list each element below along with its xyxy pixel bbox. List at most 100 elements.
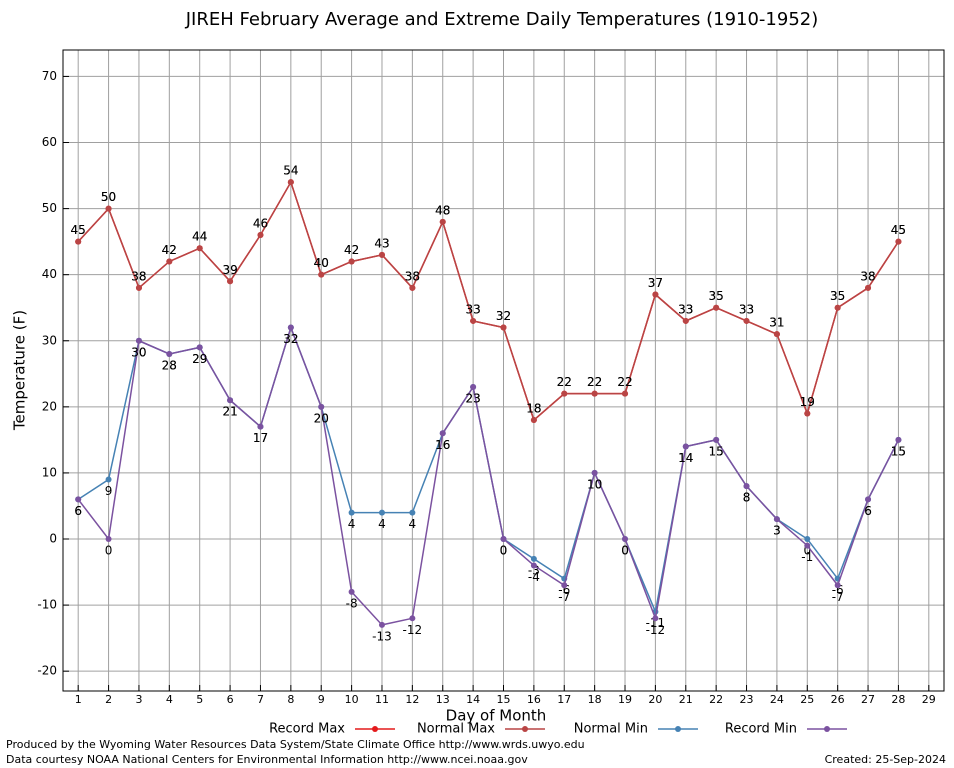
legend-label: Record Max bbox=[269, 722, 345, 737]
legend-marker bbox=[522, 726, 528, 732]
value-label: 44 bbox=[192, 230, 207, 244]
legend-label: Normal Min bbox=[574, 722, 648, 737]
point bbox=[622, 390, 629, 397]
value-label: -8 bbox=[346, 596, 358, 610]
value-label: 9 bbox=[105, 484, 113, 498]
value-label: 29 bbox=[192, 352, 207, 366]
value-label: 18 bbox=[526, 402, 541, 416]
point bbox=[470, 317, 477, 324]
value-label: 20 bbox=[314, 411, 329, 425]
value-label: -13 bbox=[372, 629, 392, 643]
value-label: 23 bbox=[465, 392, 480, 406]
chart-title: JIREH February Average and Extreme Daily… bbox=[185, 9, 819, 30]
value-label: 22 bbox=[587, 375, 602, 389]
point bbox=[561, 582, 568, 589]
x-tick-label: 20 bbox=[648, 693, 662, 706]
point bbox=[804, 410, 811, 417]
point bbox=[682, 443, 689, 450]
y-tick-label: 50 bbox=[42, 201, 57, 215]
value-label: 8 bbox=[743, 491, 751, 505]
value-label: 0 bbox=[105, 544, 113, 558]
x-tick-label: 24 bbox=[770, 693, 784, 706]
value-label: 37 bbox=[648, 276, 663, 290]
x-tick-label: 12 bbox=[405, 693, 419, 706]
point bbox=[682, 317, 689, 324]
value-label: 33 bbox=[465, 302, 480, 316]
point bbox=[530, 562, 537, 569]
value-label: -11 bbox=[646, 616, 666, 630]
value-label: 22 bbox=[557, 375, 572, 389]
value-label: 45 bbox=[71, 223, 86, 237]
value-label: 6 bbox=[74, 504, 82, 518]
value-label: -12 bbox=[403, 623, 423, 637]
value-label: 48 bbox=[435, 203, 450, 217]
value-label: 54 bbox=[283, 164, 298, 178]
value-label: 8 bbox=[743, 491, 751, 505]
value-label: 0 bbox=[803, 544, 811, 558]
value-label: 37 bbox=[648, 276, 663, 290]
value-label: -7 bbox=[832, 590, 844, 604]
x-tick-label: 19 bbox=[618, 693, 632, 706]
point bbox=[348, 588, 355, 595]
point bbox=[865, 496, 872, 503]
value-label: 32 bbox=[496, 309, 511, 323]
point bbox=[591, 469, 598, 476]
value-label: -6 bbox=[558, 583, 570, 597]
y-tick-label: 60 bbox=[42, 135, 57, 149]
x-tick-label: 18 bbox=[588, 693, 602, 706]
value-label: -6 bbox=[832, 583, 844, 597]
point bbox=[834, 304, 841, 311]
legend-marker bbox=[675, 726, 681, 732]
point bbox=[378, 509, 385, 516]
value-label: 33 bbox=[678, 302, 693, 316]
y-tick-label: 10 bbox=[42, 465, 57, 479]
value-label: 23 bbox=[465, 392, 480, 406]
value-label: -7 bbox=[558, 590, 570, 604]
x-tick-label: 2 bbox=[105, 693, 112, 706]
value-label: 54 bbox=[283, 164, 298, 178]
x-tick-label: 27 bbox=[861, 693, 875, 706]
x-axis-label: Day of Month bbox=[446, 707, 547, 725]
value-label: 22 bbox=[557, 375, 572, 389]
legend-marker bbox=[372, 726, 378, 732]
value-label: -3 bbox=[528, 563, 540, 577]
point bbox=[409, 284, 416, 291]
value-label: 16 bbox=[435, 438, 450, 452]
value-label: 18 bbox=[526, 402, 541, 416]
value-label: 44 bbox=[192, 230, 207, 244]
point bbox=[378, 251, 385, 258]
point bbox=[75, 238, 82, 245]
point bbox=[713, 436, 720, 443]
x-tick-label: 16 bbox=[527, 693, 541, 706]
value-label: 6 bbox=[864, 504, 872, 518]
point bbox=[439, 218, 446, 225]
footer-text: Produced by the Wyoming Water Resources … bbox=[6, 738, 585, 751]
value-label: 38 bbox=[860, 269, 875, 283]
y-tick-label: 20 bbox=[42, 399, 57, 413]
point bbox=[773, 331, 780, 338]
x-tick-label: 17 bbox=[557, 693, 571, 706]
footer-text: Created: 25-Sep-2024 bbox=[825, 753, 946, 766]
point bbox=[318, 271, 325, 278]
y-tick-label: 70 bbox=[42, 69, 57, 83]
value-label: 38 bbox=[131, 269, 146, 283]
point bbox=[166, 258, 173, 265]
value-label: -12 bbox=[646, 623, 666, 637]
value-label: 45 bbox=[891, 223, 906, 237]
value-label: 28 bbox=[162, 358, 177, 372]
value-label: 38 bbox=[405, 269, 420, 283]
value-label: 31 bbox=[769, 316, 784, 330]
value-label: 6 bbox=[864, 504, 872, 518]
point bbox=[500, 536, 507, 543]
point bbox=[834, 582, 841, 589]
value-label: 17 bbox=[253, 431, 268, 445]
value-label: 32 bbox=[496, 309, 511, 323]
value-label: 35 bbox=[709, 289, 724, 303]
value-label: 33 bbox=[739, 302, 754, 316]
value-label: 16 bbox=[435, 438, 450, 452]
point bbox=[105, 205, 112, 212]
point bbox=[409, 615, 416, 622]
value-label: -1 bbox=[801, 550, 813, 564]
point bbox=[105, 536, 112, 543]
point bbox=[743, 317, 750, 324]
